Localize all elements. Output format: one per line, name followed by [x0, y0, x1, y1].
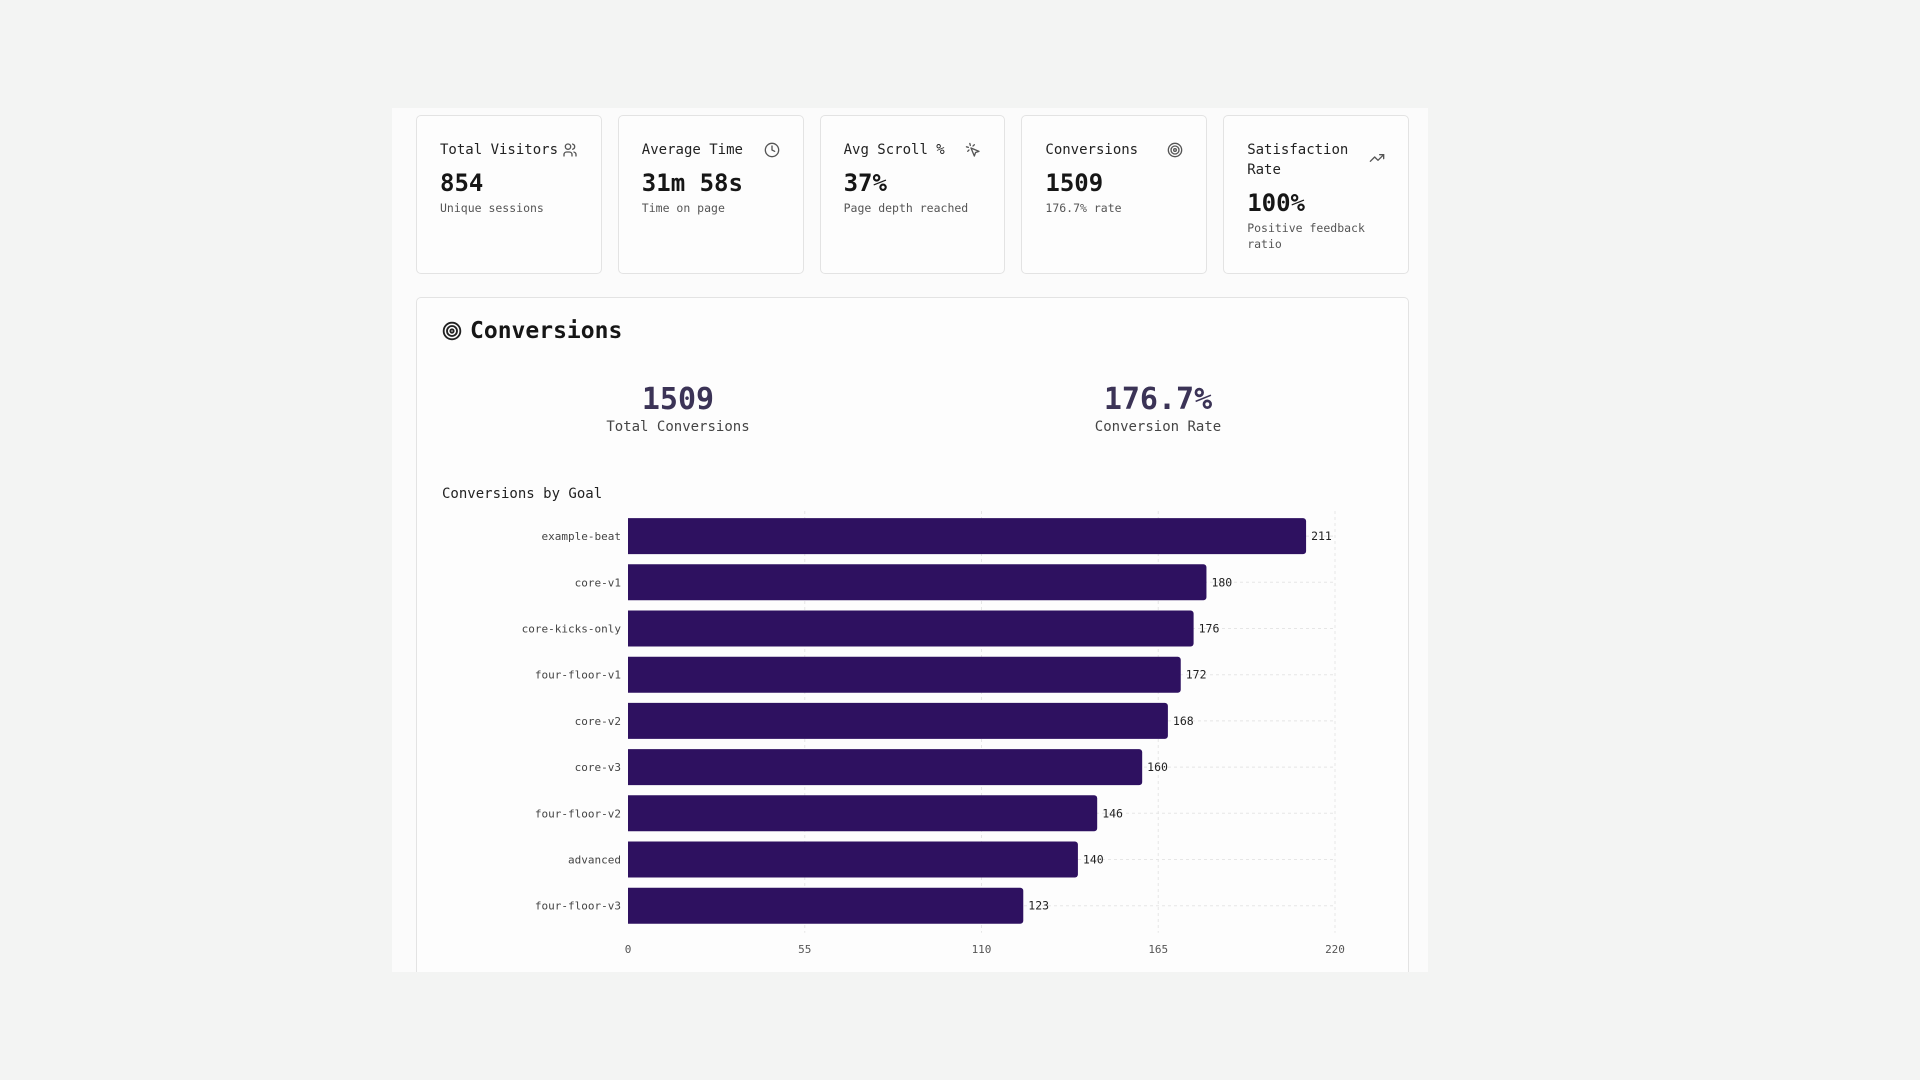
bar-four-floor-v2 [628, 795, 1098, 832]
card-subtitle: Time on page [641, 201, 725, 215]
metric-cards: Total Visitors 854 Unique sessions Avera… [416, 115, 1409, 274]
card-value: 100% [1247, 189, 1305, 217]
y-category-label: core-v1 [575, 576, 621, 589]
bar-example-beat [628, 518, 1307, 555]
card-value: 1509 [1045, 169, 1104, 197]
users-icon [563, 143, 577, 157]
data-label: 168 [1173, 714, 1194, 728]
data-label: 140 [1083, 853, 1104, 867]
bar-core-v2 [628, 702, 1168, 739]
y-category-label: example-beat [542, 530, 621, 543]
card-title: Avg Scroll % [843, 142, 945, 158]
target-icon [442, 321, 462, 341]
card-avg-scroll: Avg Scroll % 37% Page depth reached [819, 115, 1006, 274]
x-tick-label: 0 [625, 943, 632, 956]
card-value: 37% [843, 169, 887, 197]
y-category-label: core-v3 [575, 761, 621, 774]
y-category-label: core-v2 [575, 715, 621, 728]
card-subtitle: Positive feedback ratio [1247, 221, 1365, 251]
data-label: 160 [1147, 760, 1168, 774]
card-average-time: Average Time 31m 58s Time on page [617, 115, 804, 274]
bar-four-floor-v1 [628, 656, 1181, 693]
card-title: Average Time [641, 142, 743, 158]
y-category-label: four-floor-v3 [535, 900, 621, 913]
total-conversions-stat: 1509 Total Conversions [528, 382, 828, 435]
conversions-by-goal-chart: 0 55 110 165 220 example-beat 211 core-v1 180 cor… [522, 511, 1345, 956]
data-label: 176 [1199, 622, 1220, 636]
card-subtitle: 176.7% rate [1045, 201, 1122, 215]
section-title: Conversions [470, 318, 623, 344]
card-subtitle: Page depth reached [843, 201, 969, 215]
conversion-rate-stat: 176.7% Conversion Rate [1008, 382, 1308, 435]
bar-four-floor-v3 [628, 887, 1024, 924]
x-tick-label: 110 [972, 943, 992, 956]
card-value: 854 [440, 169, 484, 197]
target-icon [1167, 142, 1183, 158]
conversion-rate-value: 176.7% [1103, 382, 1213, 417]
card-title: Satisfaction Rate [1247, 142, 1349, 178]
x-tick-label: 220 [1325, 943, 1345, 956]
trending-up-icon [1369, 154, 1385, 162]
conversions-section: Conversions 1509 Total Conversions 176.7… [416, 297, 1409, 972]
bar-core-v3 [628, 749, 1143, 786]
card-conversions: Conversions 1509 176.7% rate [1021, 115, 1208, 274]
data-label: 180 [1211, 575, 1232, 589]
bar-core-v1 [628, 564, 1207, 601]
clock-icon [764, 142, 779, 158]
y-category-label: four-floor-v1 [535, 669, 621, 682]
data-label: 211 [1311, 529, 1332, 543]
data-label: 172 [1186, 668, 1207, 682]
card-title: Total Visitors [440, 142, 559, 158]
dashboard-panel: Total Visitors 854 Unique sessions Avera… [392, 108, 1428, 972]
card-satisfaction-rate: Satisfaction Rate 100% Positive feedback… [1223, 115, 1409, 274]
section-header: Conversions [442, 318, 622, 344]
pointer-click-icon [966, 142, 981, 157]
y-category-label: core-kicks-only [522, 623, 622, 636]
card-total-visitors: Total Visitors 854 Unique sessions [416, 115, 602, 274]
data-label: 146 [1102, 806, 1123, 820]
total-conversions-value: 1509 [641, 382, 715, 417]
card-title: Conversions [1045, 142, 1139, 158]
total-conversions-label: Total Conversions [606, 419, 750, 435]
data-label: 123 [1028, 899, 1049, 913]
bar-core-kicks-only [628, 610, 1194, 647]
bar-advanced [628, 841, 1078, 878]
y-category-label: four-floor-v2 [535, 807, 621, 820]
x-tick-label: 165 [1148, 943, 1168, 956]
conversion-rate-label: Conversion Rate [1094, 419, 1222, 435]
card-value: 31m 58s [641, 169, 743, 197]
y-category-label: advanced [568, 854, 621, 867]
x-tick-label: 55 [798, 943, 811, 956]
chart-title: Conversions by Goal [442, 486, 603, 502]
card-subtitle: Unique sessions [440, 201, 544, 215]
